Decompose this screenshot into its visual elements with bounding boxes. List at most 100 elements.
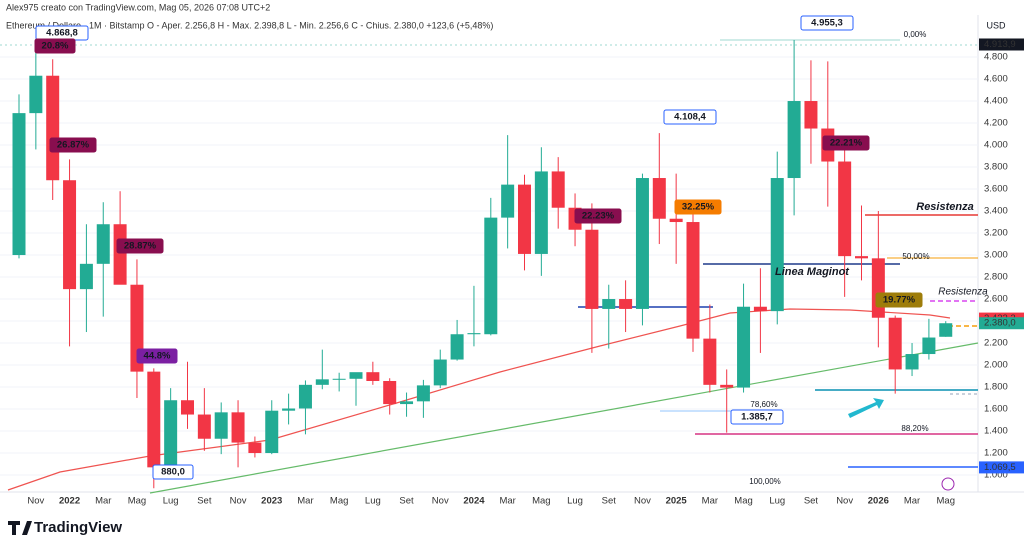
candle-body (181, 400, 194, 415)
y-tick-label: 1.800 (984, 382, 1008, 393)
callout-box (875, 292, 923, 308)
annotation: Resistenza (916, 201, 973, 213)
callout-label: 44.8% (144, 351, 171, 362)
candle-body (770, 178, 784, 312)
callout-box (49, 137, 97, 153)
y-tick-label: 4.400 (984, 96, 1008, 107)
x-tick-label: Set (399, 496, 414, 507)
price-tag-label: 2.380,0 (984, 318, 1016, 329)
candle-body (652, 178, 666, 219)
x-tick-label: Nov (230, 496, 247, 507)
candle-body (534, 171, 548, 254)
callout-label: 1.385,7 (741, 412, 773, 423)
x-tick-label: 2026 (868, 496, 889, 507)
candle-body (467, 333, 481, 335)
candle-body (922, 337, 936, 355)
x-tick-label: Lug (163, 496, 179, 507)
y-tick-label: 1.200 (984, 448, 1008, 459)
y-tick-label: 4.000 (984, 140, 1008, 151)
candle-body (787, 101, 801, 179)
x-tick-label: Nov (634, 496, 651, 507)
x-tick-label: Mar (904, 496, 920, 507)
candle-body (400, 401, 414, 405)
x-tick-label: Set (602, 496, 617, 507)
candle-body (855, 256, 868, 259)
annotation: 88,20% (901, 424, 928, 433)
candle-body (433, 359, 447, 386)
callout-box (34, 38, 76, 54)
candle-body (838, 161, 852, 257)
annotation: 78,60% (750, 400, 777, 409)
y-tick-label: 3.000 (984, 250, 1008, 261)
x-tick-label: Mag (128, 496, 146, 507)
candle-body (282, 408, 296, 411)
callout-label: 4.955,3 (811, 18, 843, 29)
candle-body (29, 75, 43, 114)
candle-body (703, 338, 717, 385)
candle-body (501, 184, 515, 218)
candle-body (518, 184, 531, 254)
y-tick-label: 3.600 (984, 184, 1008, 195)
callout-box (663, 109, 717, 125)
y-tick-label: 4.800 (984, 52, 1008, 63)
annotation: Linea Maginot (775, 266, 850, 278)
price-tag (979, 461, 1024, 474)
x-tick-label: Mar (95, 496, 111, 507)
annotation: Resistenza (938, 287, 988, 298)
drawing-line (149, 342, 979, 494)
candle-body (113, 224, 127, 285)
candle-body (635, 178, 649, 309)
callout-box (152, 464, 194, 480)
x-tick-label: Lug (365, 496, 381, 507)
callout-label: 20.8% (42, 41, 69, 52)
brand: TradingView (34, 519, 122, 536)
candle-body (737, 306, 751, 388)
candle-body (450, 334, 464, 360)
candle-body (619, 299, 633, 309)
candle-body (248, 442, 262, 454)
y-tick-label: 2.600 (984, 294, 1008, 305)
candle-body (720, 384, 734, 388)
candle-body (214, 412, 228, 439)
candle-body (197, 414, 211, 439)
x-tick-label: Mag (532, 496, 550, 507)
y-tick-label: 1.400 (984, 426, 1008, 437)
callout-box (136, 348, 178, 364)
candle-body (12, 113, 26, 256)
candle-body (349, 372, 363, 379)
x-tick-label: Mag (937, 496, 955, 507)
candle-body (46, 75, 60, 181)
annotation: 0,00% (904, 30, 927, 39)
candle-body (231, 412, 245, 443)
callout-label: 22.21% (830, 138, 863, 149)
x-tick-label: Mag (330, 496, 348, 507)
candle-body (905, 354, 919, 370)
arrow (848, 398, 884, 418)
x-tick-label: Set (197, 496, 212, 507)
callout-label: 32.25% (682, 202, 715, 213)
candle-body (383, 380, 397, 405)
chart-title: Ethereum / Dollaro · 1M · Bitstamp O - A… (6, 20, 493, 30)
candle-body (79, 263, 93, 290)
candle-body (265, 410, 279, 454)
callout-label: 4.868,8 (46, 28, 78, 39)
callout-box (116, 238, 164, 254)
x-tick-label: Lug (567, 496, 583, 507)
x-tick-label: Lug (769, 496, 785, 507)
candle-body (63, 180, 77, 290)
logo-icon (8, 521, 32, 535)
y-tick-label: 1.000 (984, 470, 1008, 481)
candle-body (686, 222, 700, 339)
callout-label: 4.108,4 (674, 112, 706, 123)
candle-body (164, 400, 178, 468)
x-tick-label: Nov (432, 496, 449, 507)
candle-body (315, 379, 329, 385)
x-tick-label: Mar (499, 496, 515, 507)
candle-body (753, 306, 767, 312)
candle-body (484, 217, 498, 335)
candle-body (939, 323, 953, 337)
candle-body (332, 378, 346, 380)
x-tick-label: 2025 (666, 496, 688, 507)
